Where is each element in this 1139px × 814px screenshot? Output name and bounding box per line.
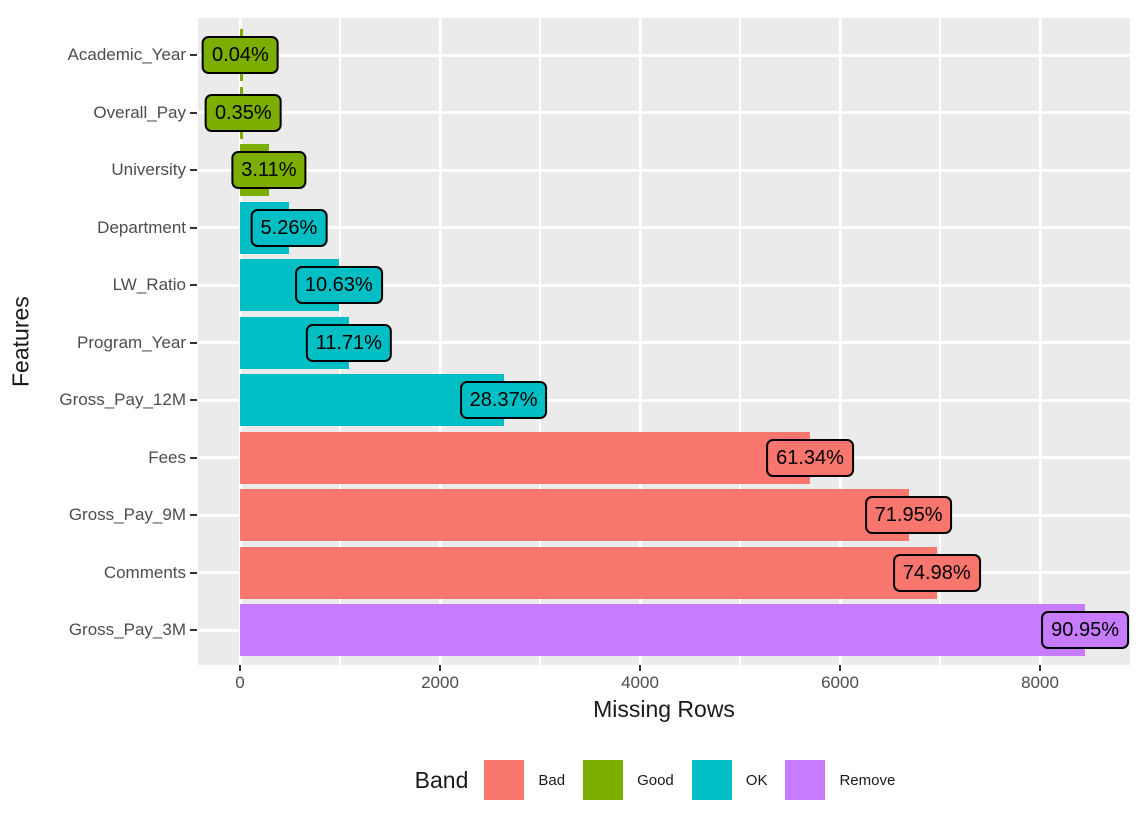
y-tick-mark-Fees bbox=[190, 456, 197, 459]
legend-item-remove: Remove bbox=[785, 760, 904, 800]
y-tick-mark-Academic_Year bbox=[190, 54, 197, 56]
bar-value-label-Program_Year: 11.71% bbox=[305, 323, 392, 362]
y-tick-mark-Overall_Pay bbox=[190, 111, 197, 114]
y-tick-label-LW_Ratio: LW_Ratio bbox=[112, 275, 186, 294]
x-tick-mark-4000 bbox=[639, 665, 641, 671]
bar-Gross_Pay_12M bbox=[240, 374, 504, 426]
y-tick-mark-Gross_Pay_12M bbox=[190, 399, 197, 401]
x-axis-title: Missing Rows bbox=[593, 696, 735, 722]
bar-value-label-University: 3.11% bbox=[231, 151, 307, 189]
y-tick-mark-Gross_Pay_3M bbox=[190, 629, 197, 631]
bar-Comments bbox=[240, 546, 937, 599]
major-gridline-y-University bbox=[198, 168, 1130, 172]
legend-item-ok: OK bbox=[691, 760, 777, 800]
legend-label-good: Good bbox=[637, 771, 674, 789]
bar-Gross_Pay_9M bbox=[240, 489, 909, 541]
major-gridline-y-LW_Ratio bbox=[198, 283, 1130, 287]
y-tick-label-Gross_Pay_12M: Gross_Pay_12M bbox=[59, 390, 186, 409]
x-tick-mark-8000 bbox=[1039, 665, 1041, 671]
plot-panel: 0.04% 0.35% 3.11% 5.26% 10.63% 11.71% 28.37% 61… bbox=[198, 18, 1130, 665]
legend-key-bad bbox=[484, 760, 525, 800]
x-tick-label-8000: 8000 bbox=[1021, 673, 1059, 692]
bar-value-label-LW_Ratio: 10.63% bbox=[294, 266, 383, 304]
legend-item-bad: Bad bbox=[484, 760, 574, 800]
x-tick-label-2000: 2000 bbox=[421, 673, 459, 692]
y-tick-mark-Comments bbox=[190, 571, 197, 574]
legend-key-good bbox=[583, 760, 624, 800]
major-gridline-y-Department bbox=[198, 226, 1130, 229]
x-tick-label-6000: 6000 bbox=[821, 673, 859, 692]
legend-label-remove: Remove bbox=[839, 771, 896, 789]
bar-value-label-Gross_Pay_9M: 71.95% bbox=[864, 496, 953, 534]
bar-value-label-Gross_Pay_12M: 28.37% bbox=[459, 381, 548, 419]
bar-value-label-Comments: 74.98% bbox=[892, 553, 981, 592]
bar-value-label-Gross_Pay_3M: 90.95% bbox=[1041, 611, 1130, 649]
y-tick-label-Department: Department bbox=[97, 217, 186, 237]
y-tick-mark-University bbox=[190, 169, 197, 171]
y-tick-label-Overall_Pay: Overall_Pay bbox=[93, 102, 186, 122]
major-gridline-y-Program_Year bbox=[198, 341, 1130, 344]
legend-item-good: Good bbox=[583, 760, 683, 800]
x-tick-label-4000: 4000 bbox=[621, 673, 659, 692]
y-tick-mark-LW_Ratio bbox=[190, 284, 197, 286]
x-tick-mark-2000 bbox=[439, 665, 441, 671]
y-tick-label-University: University bbox=[111, 160, 186, 179]
y-tick-label-Fees: Fees bbox=[148, 447, 186, 467]
x-tick-label-0: 0 bbox=[235, 673, 245, 692]
y-tick-label-Gross_Pay_3M: Gross_Pay_3M bbox=[68, 620, 186, 639]
bar-Gross_Pay_3M bbox=[240, 604, 1086, 656]
major-gridline-y-Overall_Pay bbox=[198, 111, 1130, 114]
bar-value-label-Fees: 61.34% bbox=[766, 438, 854, 477]
legend-label-bad: Bad bbox=[538, 771, 566, 789]
legend-title: Band bbox=[414, 766, 469, 793]
legend-label-ok: OK bbox=[745, 771, 768, 789]
y-tick-mark-Department bbox=[190, 226, 197, 229]
major-gridline-y-Academic_Year bbox=[198, 53, 1130, 57]
major-gridline-y-Gross_Pay_12M bbox=[198, 398, 1130, 402]
bar-value-label-Academic_Year: 0.04% bbox=[202, 36, 279, 74]
x-tick-mark-6000 bbox=[839, 665, 841, 671]
y-tick-label-Comments: Comments bbox=[103, 562, 186, 582]
bar-value-label-Overall_Pay: 0.35% bbox=[204, 93, 282, 132]
legend: Band Bad Good OK Remove bbox=[198, 752, 1130, 808]
y-tick-label-Program_Year: Program_Year bbox=[77, 332, 186, 352]
bar-value-label-Department: 5.26% bbox=[250, 208, 328, 247]
legend-key-remove bbox=[785, 760, 826, 800]
x-tick-mark-0 bbox=[239, 665, 241, 671]
y-tick-label-Gross_Pay_9M: Gross_Pay_9M bbox=[68, 505, 186, 524]
y-tick-mark-Gross_Pay_9M bbox=[190, 514, 197, 516]
bar-Fees bbox=[240, 431, 810, 484]
y-tick-mark-Program_Year bbox=[190, 341, 197, 344]
y-tick-label-Academic_Year: Academic_Year bbox=[67, 45, 186, 64]
legend-key-ok bbox=[691, 760, 732, 800]
